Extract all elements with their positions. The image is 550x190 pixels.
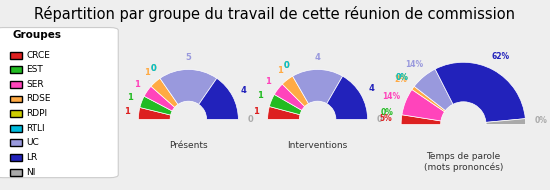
Text: 2%: 2%	[394, 74, 407, 84]
Text: 1: 1	[127, 93, 133, 102]
Text: 5%: 5%	[380, 114, 393, 123]
Text: 0: 0	[248, 115, 254, 124]
Text: SER: SER	[26, 80, 44, 89]
Text: 1: 1	[134, 80, 140, 89]
Text: 4: 4	[240, 86, 246, 95]
Text: 0: 0	[150, 64, 156, 73]
Text: 1: 1	[277, 66, 283, 75]
Text: RTLI: RTLI	[26, 124, 45, 133]
Text: Interventions: Interventions	[288, 141, 348, 150]
Wedge shape	[268, 107, 300, 120]
Wedge shape	[270, 94, 302, 115]
Wedge shape	[151, 78, 178, 107]
Wedge shape	[486, 119, 526, 124]
Text: 0: 0	[284, 61, 289, 70]
Text: LR: LR	[26, 153, 37, 162]
Wedge shape	[402, 89, 444, 121]
Text: 0: 0	[284, 61, 289, 70]
Text: 1: 1	[124, 108, 130, 116]
Text: 14%: 14%	[382, 92, 400, 101]
Text: 1: 1	[257, 91, 263, 100]
Text: 1: 1	[144, 68, 150, 77]
Text: 62%: 62%	[492, 52, 510, 61]
Text: Répartition par groupe du travail de cette réunion de commission: Répartition par groupe du travail de cet…	[35, 6, 515, 22]
Text: 5: 5	[185, 53, 191, 62]
Wedge shape	[435, 62, 525, 122]
Text: Groupes: Groupes	[13, 30, 62, 40]
Text: CRCE: CRCE	[26, 51, 50, 60]
Wedge shape	[274, 84, 305, 110]
Text: 0%: 0%	[534, 116, 547, 125]
Wedge shape	[327, 76, 367, 120]
Wedge shape	[199, 78, 238, 120]
Text: NI: NI	[26, 168, 36, 177]
Text: RDPI: RDPI	[26, 109, 47, 118]
Text: 0: 0	[150, 64, 156, 73]
Wedge shape	[401, 115, 441, 124]
Wedge shape	[139, 108, 170, 120]
Text: 14%: 14%	[405, 60, 423, 69]
Wedge shape	[282, 76, 309, 107]
Wedge shape	[414, 69, 453, 111]
Text: Temps de parole
(mots prononcés): Temps de parole (mots prononcés)	[424, 152, 503, 172]
Text: EST: EST	[26, 65, 43, 74]
Text: 0: 0	[377, 115, 383, 124]
Wedge shape	[293, 70, 343, 104]
Text: 4: 4	[368, 84, 375, 93]
Wedge shape	[412, 86, 446, 112]
Wedge shape	[160, 70, 217, 104]
Wedge shape	[140, 96, 172, 115]
Text: RDSE: RDSE	[26, 94, 51, 104]
Text: 1: 1	[253, 107, 259, 116]
Text: UC: UC	[26, 138, 39, 147]
Text: 4: 4	[315, 53, 321, 62]
Text: 1: 1	[265, 77, 271, 86]
Text: Présents: Présents	[169, 141, 208, 150]
Wedge shape	[144, 86, 175, 111]
Text: 0%: 0%	[396, 73, 409, 82]
Text: 0%: 0%	[381, 108, 393, 117]
Text: 0%: 0%	[396, 73, 409, 82]
